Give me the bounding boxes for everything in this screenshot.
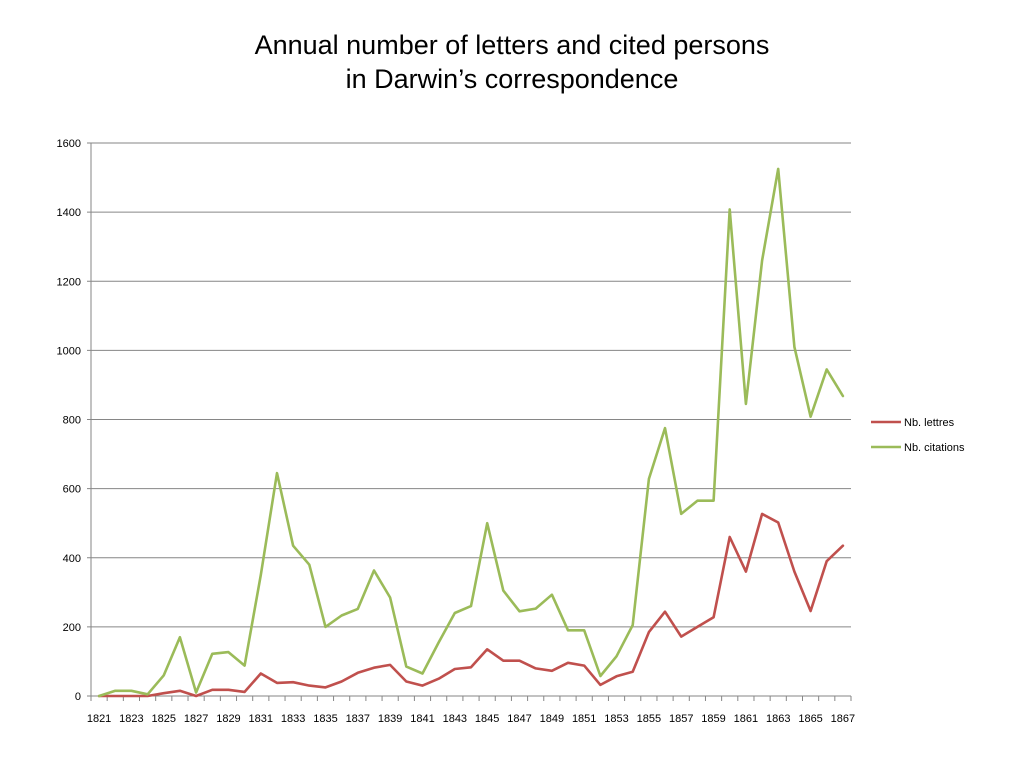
series-line-1 (97, 512, 845, 698)
y-tick-label: 1200 (57, 276, 81, 288)
x-tick-label: 1851 (572, 713, 596, 725)
x-tick-label: 1863 (766, 713, 790, 725)
x-tick-label: 1833 (281, 713, 305, 725)
x-tick-label: 1859 (701, 713, 725, 725)
y-tick-label: 1400 (57, 207, 81, 219)
x-tick-label: 1857 (669, 713, 693, 725)
x-axis-ticks: 1821 1823 1825 1827 1829 1831 1833 1835 1837 1839… (87, 696, 855, 725)
x-tick-label: 1853 (604, 713, 628, 725)
y-tick-label: 1600 (57, 138, 81, 150)
x-tick-label: 1855 (637, 713, 661, 725)
y-tick-label: 200 (63, 622, 81, 634)
y-tick-label: 1000 (57, 345, 81, 357)
chart-title-line-2: in Darwin’s correspondence (345, 64, 679, 94)
y-tick-label: 800 (63, 415, 81, 427)
x-tick-label: 1827 (184, 713, 208, 725)
x-tick-label: 1839 (378, 713, 402, 725)
x-tick-label: 1843 (443, 713, 467, 725)
x-tick-label: 1867 (831, 713, 855, 725)
series-line-2 (97, 167, 845, 698)
legend-label-1: Nb. lettres (904, 417, 955, 429)
legend: Nb. lettres Nb. citations (871, 417, 965, 454)
y-tick-label: 0 (75, 691, 81, 703)
chart-title-line-1: Annual number of letters and cited perso… (254, 30, 770, 60)
gridlines (91, 142, 851, 697)
x-tick-label: 1837 (346, 713, 370, 725)
y-tick-label: 400 (63, 553, 81, 565)
series-lines (97, 167, 845, 698)
x-tick-label: 1849 (540, 713, 564, 725)
x-tick-label: 1831 (249, 713, 273, 725)
x-tick-label: 1823 (119, 713, 143, 725)
x-tick-label: 1835 (313, 713, 337, 725)
legend-label-2: Nb. citations (904, 442, 965, 454)
x-tick-label: 1847 (507, 713, 531, 725)
x-tick-label: 1829 (216, 713, 240, 725)
x-tick-label: 1865 (798, 713, 822, 725)
x-tick-label: 1861 (734, 713, 758, 725)
x-tick-label: 1821 (87, 713, 111, 725)
x-tick-label: 1841 (410, 713, 434, 725)
x-tick-label: 1845 (475, 713, 499, 725)
chart-title: Annual number of letters and cited perso… (0, 28, 1024, 96)
x-tick-label: 1825 (152, 713, 176, 725)
y-tick-label: 600 (63, 484, 81, 496)
y-axis-ticks: 0 200 400 600 800 1000 1200 1400 1600 (57, 138, 91, 703)
